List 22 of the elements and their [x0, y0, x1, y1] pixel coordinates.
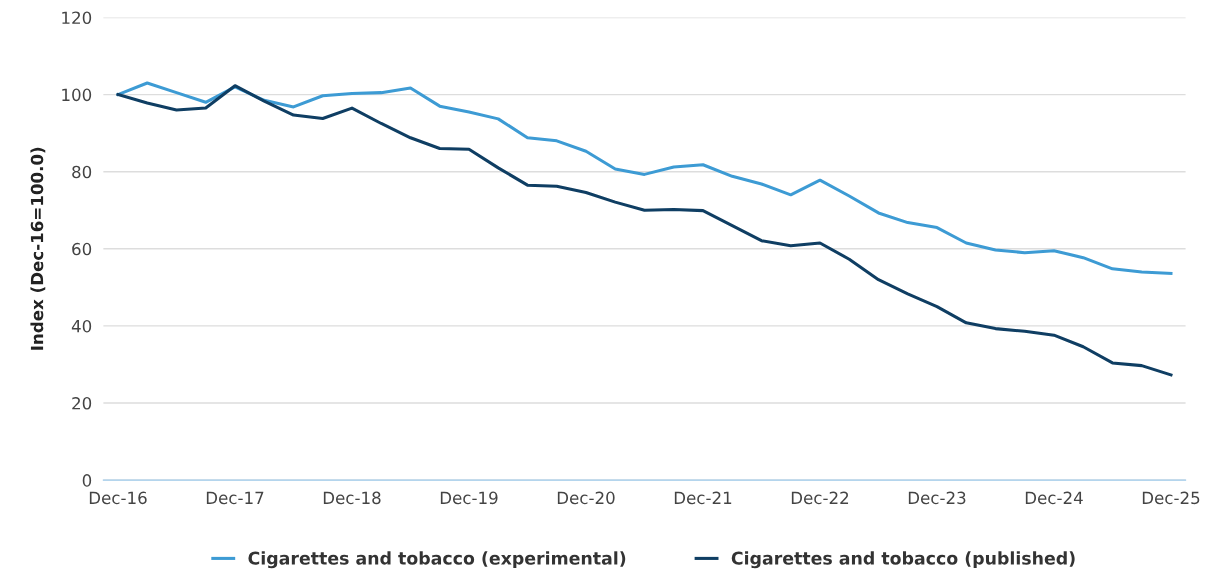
x-tick-label: Dec-21 [674, 491, 732, 505]
x-tick-label: Dec-17 [206, 491, 264, 505]
x-tick-label: Dec-20 [557, 491, 615, 505]
y-tick-label: 20 [72, 397, 92, 410]
legend-label: Cigarettes and tobacco (experimental) [248, 551, 626, 569]
y-axis-title: Index (Dec-16=100.0) [30, 147, 46, 350]
x-tick-label: Dec-25 [1142, 491, 1200, 505]
x-tick-label: Dec-22 [791, 491, 849, 505]
line-series [116, 81, 1173, 276]
legend-label: Cigarettes and tobacco (published) [731, 551, 1075, 569]
y-tick-label: 80 [72, 165, 92, 179]
line-series [116, 84, 1173, 377]
y-tick-label: 60 [72, 242, 92, 256]
y-tick-label: 0 [82, 474, 92, 487]
y-tick-label: 100 [62, 88, 92, 102]
x-tick-label: Dec-23 [908, 491, 966, 505]
x-tick-label: Dec-24 [1025, 491, 1083, 505]
x-tick-label: Dec-18 [323, 491, 381, 505]
x-tick-label: Dec-19 [440, 491, 498, 505]
y-tick-label: 40 [71, 319, 92, 333]
x-tick-label: Dec-16 [89, 491, 147, 505]
y-tick-label: 120 [62, 11, 92, 25]
